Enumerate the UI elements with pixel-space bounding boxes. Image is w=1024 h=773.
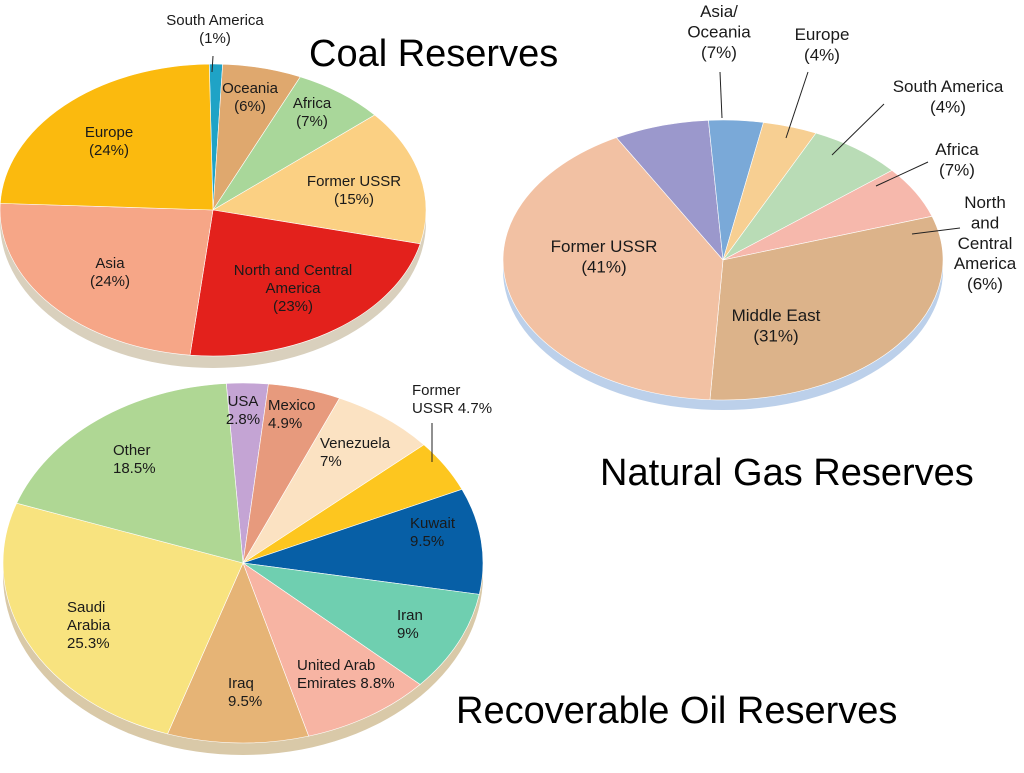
leader-line-africa [875, 161, 929, 187]
pie-slice-asia [0, 203, 214, 356]
slice-label-united-arab-emirates: United Arab Emirates 8.8% [297, 657, 395, 692]
pie-slice-europe [0, 63, 214, 211]
gas-chart-title: Natural Gas Reserves [600, 452, 974, 494]
pie-slice-other [16, 383, 244, 564]
slice-label-south-america: South America (1%) [166, 12, 264, 47]
slice-label-former-ussr: Former USSR (41%) [551, 237, 658, 276]
pie-slice-venezuela [242, 397, 425, 564]
slice-label-oceania: Oceania (6%) [222, 80, 279, 115]
slice-label-usa: USA 2.8% [226, 393, 260, 428]
leader-line-north-and-central-america [911, 227, 961, 235]
slice-label-africa: Africa (7%) [935, 140, 979, 179]
pie-slice-iran [242, 562, 480, 685]
slice-label-north-and-central-america: North and Central America (6%) [954, 193, 1017, 294]
slice-label-north-and-central-america: North and Central America (23%) [234, 262, 352, 315]
pie-slice-former-ussr [502, 137, 724, 401]
pie-slice-kuwait [242, 488, 484, 595]
pie-slice-north-and-central-america [189, 209, 421, 357]
slice-label-kuwait: Kuwait 9.5% [410, 515, 456, 550]
slice-label-former-ussr: Former USSR (15%) [307, 173, 401, 208]
coal-chart-title: Coal Reserves [309, 33, 559, 75]
slice-label-mexico: Mexico 4.9% [268, 397, 316, 432]
pie-slice-iraq [167, 562, 310, 744]
slice-label-iran: Iran 9% [397, 607, 423, 642]
oil-chart-title: Recoverable Oil Reserves [456, 690, 898, 732]
slice-label-former-ussr: Former USSR 4.7% [412, 382, 492, 417]
slice-label-europe: Europe (4%) [795, 25, 850, 64]
slice-label-europe: Europe (24%) [85, 124, 133, 159]
pie-slice-united-arab-emirates [242, 562, 421, 737]
slice-label-south-america: South America (4%) [893, 77, 1004, 116]
leader-line-south-america [211, 55, 214, 73]
slice-label-asia-oceania: Asia/Oceania (7%) [687, 2, 751, 62]
pie-slice-saudi-arabia [2, 502, 244, 735]
natural-gas-reserves-pie: Asia/Oceania (7%) Europe (4%) South America(… [502, 2, 1017, 410]
slice-label-iraq: Iraq 9.5% [228, 675, 262, 710]
coal-reserves-pie: South America (1%) Oceania (6%) Africa (7%) Fo… [0, 12, 427, 368]
slice-label-other: Other 18.5% [113, 442, 156, 477]
leader-line-asia-oceania [719, 71, 723, 119]
pie-slice-former-ussr [212, 114, 427, 245]
pie-slice-middle-east [709, 215, 944, 401]
leader-line-europe [785, 71, 809, 139]
leader-line-south-america [831, 103, 885, 156]
slice-label-venezuela: Venezuela 7% [320, 435, 391, 470]
recoverable-oil-reserves-pie: USA 2.8%Mexico 4.9%Venezuela 7% Former USSR 4… [2, 382, 492, 755]
slice-label-middle-east: Middle East (31%) [732, 306, 821, 345]
slice-label-asia: Asia (24%) [90, 255, 130, 290]
slice-label-africa: Africa (7%) [293, 95, 332, 130]
slice-label-saudi-arabia: Saudi Arabia 25.3% [67, 599, 111, 652]
